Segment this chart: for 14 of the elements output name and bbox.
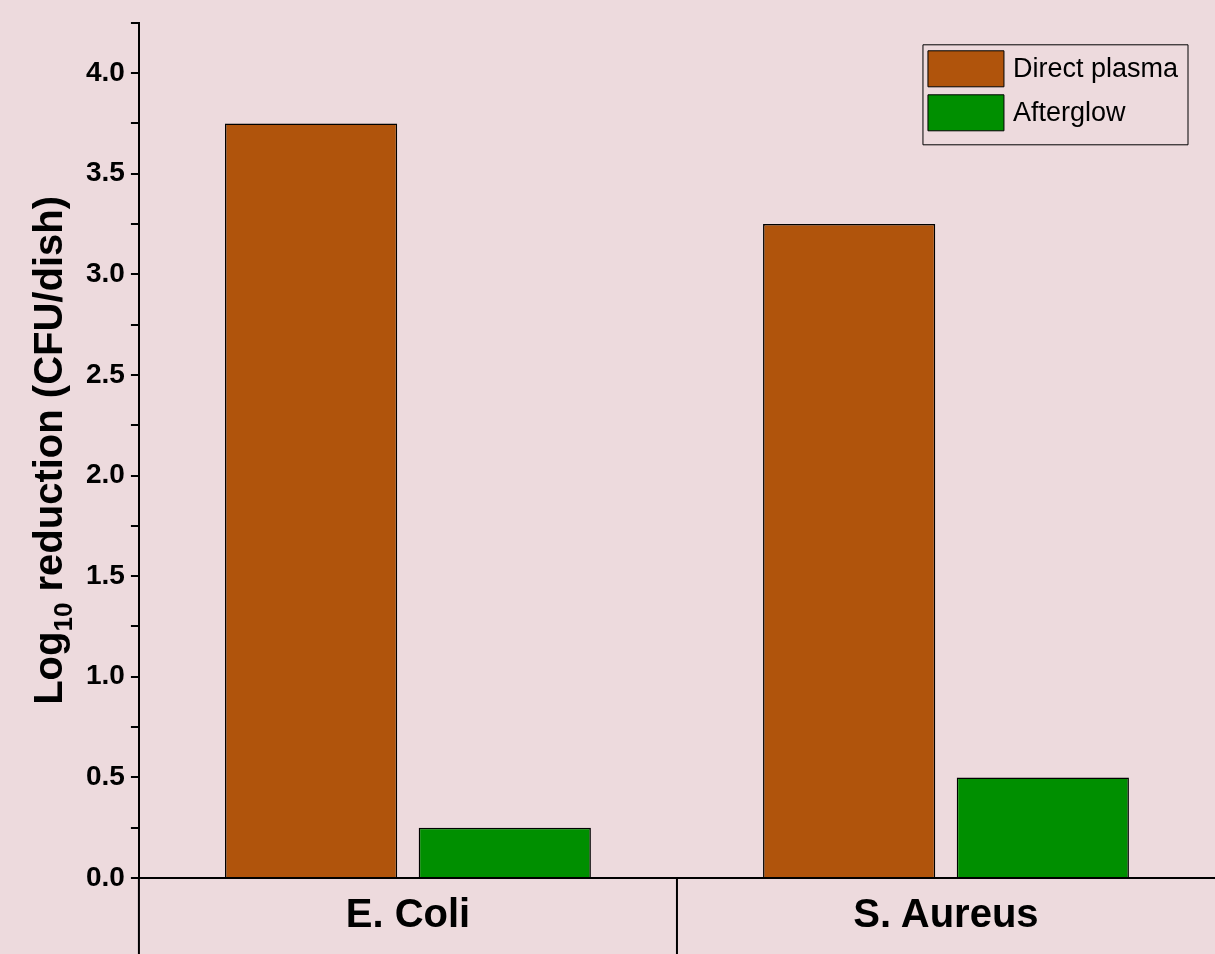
y-tick-label: 2.5 bbox=[85, 357, 125, 389]
y-tick-label: 1.0 bbox=[85, 659, 125, 691]
x-tick-label: S. Aureus bbox=[853, 891, 1039, 936]
y-tick-label: 3.5 bbox=[85, 156, 125, 188]
y-tick-label: 2.0 bbox=[85, 458, 125, 490]
y-tick-label: 1.5 bbox=[85, 558, 125, 590]
legend-label: Afterglow bbox=[1012, 97, 1126, 128]
y-tick-label: 0.5 bbox=[85, 760, 125, 792]
x-tick-label: E. Coli bbox=[345, 891, 471, 936]
legend-label: Direct plasma bbox=[1012, 53, 1179, 84]
y-tick-label: 0.0 bbox=[85, 860, 125, 892]
y-tick-label: 4.0 bbox=[85, 55, 125, 87]
y-axis-title: Log10 reduction (CFU/dish) bbox=[26, 195, 78, 705]
y-tick-label: 3.0 bbox=[85, 257, 125, 289]
